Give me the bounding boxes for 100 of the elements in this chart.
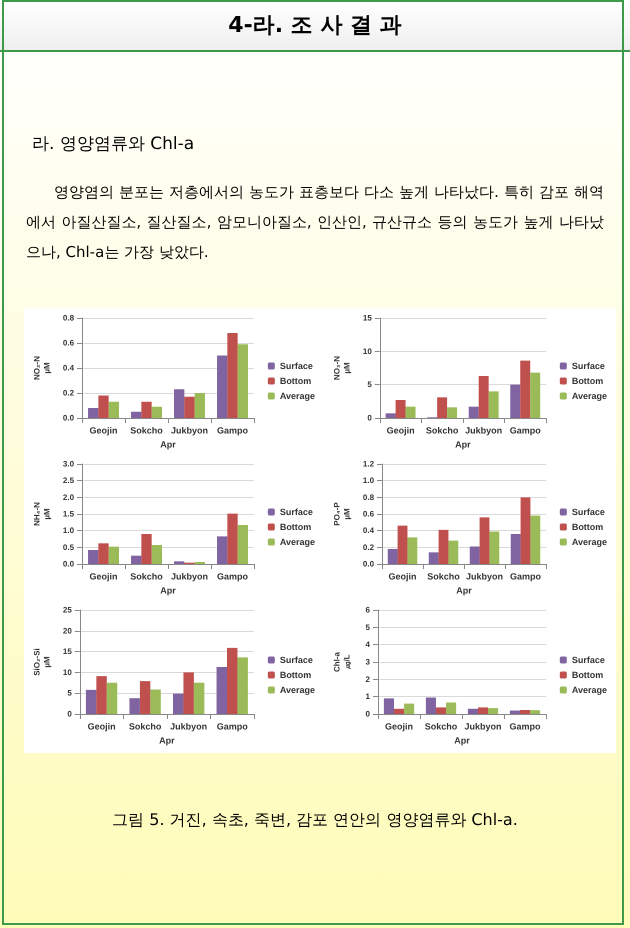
y-tick-label: 5: [367, 380, 372, 390]
legend-label: Bottom: [572, 670, 604, 680]
bar: [407, 537, 418, 564]
bar: [184, 396, 195, 418]
bar: [396, 400, 406, 418]
legend-label: Surface: [280, 361, 313, 371]
bar: [470, 546, 480, 564]
bar: [488, 391, 499, 418]
text: 4-라. 조 사 결 과: [0, 0, 630, 52]
bar: [468, 708, 478, 714]
bar: [174, 561, 184, 564]
bar: [446, 702, 456, 714]
y-axis-title: SiO₂-Si µM: [32, 648, 52, 676]
bar: [388, 549, 398, 564]
bar: [394, 708, 404, 714]
y-tick-label: 1.2: [362, 460, 375, 468]
text: 라. 영양염류와 Chl-a: [32, 133, 196, 155]
y-tick-label: 0.2: [62, 388, 75, 398]
y-tick-label: 0: [366, 710, 371, 718]
y-tick-label: 0.6: [62, 338, 75, 348]
bar: [447, 407, 458, 418]
legend-label: Surface: [280, 507, 313, 517]
bar: [183, 672, 194, 714]
bar: [98, 543, 109, 564]
y-tick-label: 0.2: [362, 542, 375, 552]
bar: [426, 698, 436, 714]
bar: [530, 516, 540, 564]
x-tick-label: Sokcho: [426, 426, 459, 436]
bar: [510, 534, 521, 564]
bar: [172, 694, 184, 714]
x-tick-label: Geojin: [90, 572, 118, 582]
bar: [448, 540, 458, 564]
bar: [478, 707, 488, 714]
bar: [398, 526, 408, 564]
bar: [217, 536, 228, 564]
legend-label: Bottom: [280, 670, 312, 680]
y-tick-label: 25: [62, 606, 72, 614]
legend-label: Bottom: [280, 522, 312, 532]
x-tick-label: Geojin: [386, 426, 415, 436]
bar: [237, 657, 248, 714]
bar: [217, 356, 228, 418]
x-tick-label: Geojin: [90, 426, 118, 436]
legend-label: Surface: [572, 361, 605, 371]
x-tick-label: Gampo: [216, 572, 248, 582]
x-tick-label: Gampo: [216, 722, 248, 732]
legend-label: Surface: [280, 655, 313, 665]
bar: [468, 406, 479, 418]
x-tick-label: Sokcho: [130, 572, 164, 582]
bar: [530, 710, 540, 714]
bar: [106, 682, 118, 714]
bar: [488, 708, 498, 714]
y-tick-label: 15: [362, 314, 372, 322]
x-tick-label: Gampo: [510, 572, 542, 582]
bar: [510, 384, 520, 418]
text: 영양염의 분포는 저층에서의 농도가 표층보다 다소 높게 나타났다. 특히 감포 해역에서 아질산질소, 질산질소, 암모니아질소, 인산인, 규산규소 등의 농도가 높게 나타났으나, Chl-a는 가장 낮았다.: [26, 182, 604, 263]
legend-label: Average: [572, 537, 607, 547]
bar: [152, 545, 162, 564]
y-tick-label: 1.0: [362, 476, 375, 486]
bar: [227, 648, 238, 714]
bar: [88, 408, 98, 418]
bar: [510, 710, 520, 714]
x-axis-title: Apr: [454, 736, 470, 746]
legend-label: Bottom: [572, 376, 604, 386]
x-tick-label: Sokcho: [427, 572, 460, 582]
bar: [88, 550, 98, 564]
y-tick-label: 15: [62, 647, 72, 656]
bar: [108, 546, 119, 564]
y-tick-label: 10: [362, 346, 372, 356]
y-axis-title: PO₄-P µM: [332, 502, 352, 526]
bar: [238, 344, 248, 418]
x-axis-title: Apr: [159, 736, 176, 746]
y-tick-label: 1.5: [62, 510, 75, 518]
bar: [386, 413, 396, 418]
y-tick-label: 6: [366, 606, 371, 614]
x-axis-title: Apr: [455, 440, 472, 450]
bar: [194, 393, 205, 418]
x-tick-label: Jukbyon: [171, 572, 208, 582]
x-tick-label: Jukbyon: [465, 426, 502, 436]
bar: [489, 532, 500, 564]
bar: [520, 360, 530, 418]
bar: [438, 530, 448, 564]
bar: [238, 525, 248, 564]
bar: [227, 514, 238, 564]
y-tick-label: 2: [366, 674, 371, 684]
legend-label: Average: [280, 537, 315, 547]
y-tick-label: 0.8: [62, 314, 75, 322]
y-tick-label: 20: [62, 626, 72, 636]
bar: [98, 396, 109, 418]
x-axis-title: Apr: [160, 586, 176, 596]
y-tick-label: 0.0: [362, 560, 375, 568]
y-tick-label: 0.5: [62, 542, 75, 552]
y-tick-label: 3: [366, 658, 371, 666]
y-tick-label: 0: [367, 414, 372, 422]
bar: [108, 402, 119, 418]
y-tick-label: 0.0: [62, 560, 75, 568]
bar: [227, 333, 238, 418]
x-tick-label: Jukbyon: [464, 722, 502, 732]
bar: [480, 517, 490, 564]
bar: [520, 710, 530, 714]
x-tick-label: Jukbyon: [170, 722, 208, 732]
